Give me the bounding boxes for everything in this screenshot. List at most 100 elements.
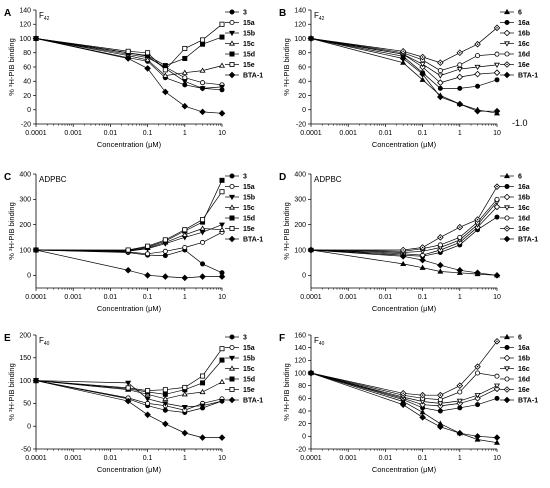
x-tick-label: 0.1	[418, 130, 428, 137]
data-point	[199, 434, 206, 441]
data-point	[162, 63, 168, 69]
data-point	[474, 70, 481, 78]
data-point	[437, 93, 444, 101]
x-axis-title: Concentration (μM)	[97, 140, 162, 149]
data-point	[218, 434, 226, 441]
legend-label: 16c	[518, 366, 530, 373]
y-tick-label: 200	[19, 222, 31, 229]
legend-marker	[503, 172, 511, 179]
data-point	[399, 401, 407, 408]
y-tick-label: 20	[298, 421, 306, 428]
data-point	[219, 34, 225, 40]
x-tick-label: 10	[493, 455, 501, 462]
y-tick-label: 0	[302, 434, 306, 441]
y-tick-label: -20	[21, 121, 31, 128]
data-point	[456, 100, 464, 108]
data-point	[494, 373, 500, 379]
data-point	[419, 409, 426, 415]
y-tick-label: -20	[296, 446, 306, 453]
legend-label: 16a	[518, 20, 530, 27]
data-point	[419, 401, 426, 408]
data-point	[475, 83, 481, 89]
data-point	[437, 261, 444, 269]
data-point	[419, 256, 426, 264]
legend-marker	[503, 8, 511, 15]
data-point	[32, 246, 40, 254]
legend-label: 15c	[243, 205, 255, 212]
data-point	[162, 248, 168, 254]
panel-letter: A	[4, 8, 11, 19]
x-axis-title: Concentration (μM)	[97, 304, 162, 313]
y-axis-title: % ³H-PIB binding	[7, 38, 16, 96]
y-tick-label: 20	[298, 93, 306, 100]
x-tick-label: 1	[458, 294, 462, 301]
data-point	[181, 404, 188, 411]
y-tick-label: 0	[302, 273, 306, 280]
data-point	[200, 80, 206, 86]
data-point	[219, 357, 225, 363]
legend-marker	[503, 333, 511, 340]
y-tick-label: 120	[19, 22, 31, 29]
data-point	[144, 396, 151, 402]
data-point	[457, 389, 463, 395]
legend-marker	[503, 205, 511, 211]
legend-label: 16b	[518, 356, 530, 363]
y-tick-label: 0	[27, 107, 31, 114]
data-point	[162, 67, 168, 73]
data-point	[182, 227, 188, 233]
y-tick-label: 40	[298, 79, 306, 86]
series-line-15e	[35, 24, 223, 71]
x-tick-label: 10	[218, 130, 226, 137]
legend-label: BTA-1	[243, 237, 263, 244]
legend-label: 16b	[518, 195, 530, 202]
legend-marker	[504, 19, 510, 25]
x-tick-label: 0.0001	[25, 130, 47, 137]
legend-label: 15b	[243, 195, 255, 202]
data-point	[400, 59, 407, 65]
data-point	[437, 79, 444, 86]
series-line-15e	[36, 191, 223, 251]
y-tick-label: 140	[294, 7, 306, 14]
data-point	[181, 391, 188, 397]
data-point	[145, 251, 151, 257]
chart-panel-a: A -20 0 20 40 60 80 100 120 140 0.0001 0.001 0.01 0.1…	[4, 7, 263, 149]
y-tick-label: 0	[27, 273, 31, 280]
data-point	[199, 67, 206, 73]
data-point	[456, 398, 463, 404]
data-point	[474, 393, 481, 399]
chart-panel-d: D 0 100 200 300 400 0.0001 0.001 0.01 0.1 1 10 Conce…	[279, 171, 538, 313]
legend-marker	[229, 376, 235, 382]
legend-marker	[503, 41, 511, 47]
series-line-16c	[310, 201, 498, 253]
data-point	[199, 108, 206, 116]
data-point	[124, 397, 132, 405]
legend-marker	[229, 173, 235, 179]
x-axis-title: Concentration (μM)	[97, 465, 162, 474]
legend-marker	[503, 396, 511, 404]
x-tick-label: 1	[458, 130, 462, 137]
data-point	[199, 403, 206, 409]
x-axis-title: Concentration (μM)	[372, 304, 437, 313]
x-tick-label: 0.01	[104, 455, 118, 462]
x-tick-label: 0.001	[64, 294, 82, 301]
y-tick-label: 60	[23, 64, 31, 71]
y-tick-label: 120	[294, 22, 306, 29]
legend-marker	[504, 51, 510, 57]
data-point	[145, 388, 151, 394]
y-tick-label: 80	[298, 50, 306, 57]
data-point	[200, 37, 206, 43]
data-point	[125, 385, 131, 391]
legend-label: 16e	[518, 387, 530, 394]
data-point	[494, 77, 500, 83]
series-line-16e	[311, 186, 498, 251]
data-point	[32, 35, 40, 42]
data-point	[124, 266, 132, 274]
legend-label: 15d	[243, 216, 255, 223]
data-point	[456, 73, 464, 81]
legend-marker	[504, 376, 510, 382]
legend-label: 15a	[243, 184, 255, 191]
y-tick-label: 160	[294, 332, 306, 339]
legend-marker	[229, 183, 235, 189]
data-point	[145, 243, 151, 249]
